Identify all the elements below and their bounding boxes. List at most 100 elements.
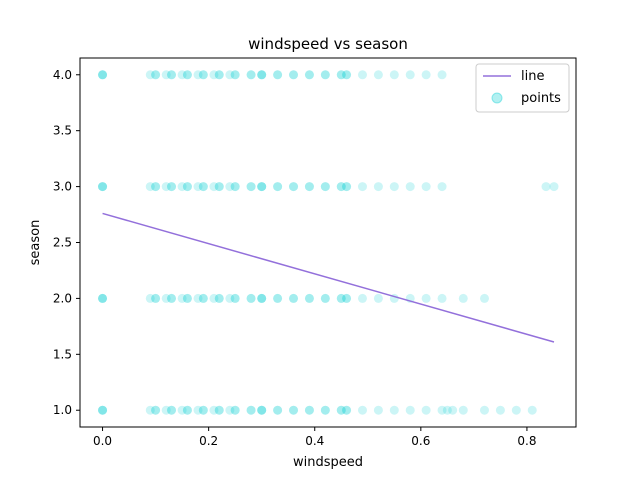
- scatter-point: [230, 405, 240, 415]
- scatter-point: [182, 293, 192, 303]
- points-layer: [98, 70, 559, 415]
- scatter-point: [320, 293, 330, 303]
- scatter-point: [357, 182, 367, 192]
- scatter-point: [214, 182, 224, 192]
- scatter-point: [257, 182, 267, 192]
- scatter-point: [437, 293, 447, 303]
- scatter-point: [182, 70, 192, 80]
- scatter-point: [225, 405, 235, 415]
- y-axis-label: season: [28, 220, 43, 266]
- scatter-point: [405, 405, 415, 415]
- scatter-point: [193, 70, 203, 80]
- scatter-point: [98, 70, 108, 80]
- scatter-point: [273, 293, 283, 303]
- scatter-point: [458, 293, 468, 303]
- scatter-point: [193, 182, 203, 192]
- scatter-point: [198, 405, 208, 415]
- scatter-point: [336, 293, 346, 303]
- scatter-point: [246, 182, 256, 192]
- scatter-point: [442, 405, 452, 415]
- scatter-point: [198, 182, 208, 192]
- scatter-point: [304, 293, 314, 303]
- scatter-point: [389, 405, 399, 415]
- scatter-point: [479, 405, 489, 415]
- scatter-point: [145, 70, 155, 80]
- scatter-point: [214, 405, 224, 415]
- legend-points-swatch: [491, 92, 503, 104]
- scatter-point: [304, 70, 314, 80]
- scatter-point: [320, 182, 330, 192]
- scatter-point: [304, 182, 314, 192]
- scatter-point: [225, 70, 235, 80]
- scatter-point: [167, 182, 177, 192]
- scatter-point: [527, 405, 537, 415]
- scatter-point: [320, 182, 330, 192]
- scatter-point: [541, 182, 551, 192]
- scatter-point: [246, 293, 256, 303]
- scatter-point: [342, 70, 352, 80]
- scatter-point: [511, 405, 521, 415]
- scatter-point: [209, 182, 219, 192]
- scatter-point: [257, 405, 267, 415]
- y-tick-label: 1.5: [53, 347, 72, 361]
- scatter-point: [336, 405, 346, 415]
- scatter-point: [342, 293, 352, 303]
- scatter-point: [304, 405, 314, 415]
- scatter-point: [214, 293, 224, 303]
- scatter-point: [257, 70, 267, 80]
- scatter-point: [246, 293, 256, 303]
- scatter-point: [257, 70, 267, 80]
- series-line: [102, 212, 555, 343]
- scatter-point: [289, 293, 299, 303]
- scatter-point: [209, 405, 219, 415]
- scatter-point: [257, 182, 267, 192]
- scatter-point: [230, 293, 240, 303]
- scatter-point: [289, 182, 299, 192]
- scatter-point: [289, 293, 299, 303]
- scatter-point: [405, 182, 415, 192]
- scatter-point: [198, 405, 208, 415]
- x-tick-label: 0.8: [517, 434, 536, 448]
- scatter-point: [182, 405, 192, 415]
- scatter-point: [167, 293, 177, 303]
- scatter-point: [167, 70, 177, 80]
- scatter-point: [257, 405, 267, 415]
- scatter-point: [246, 182, 256, 192]
- scatter-point: [209, 293, 219, 303]
- scatter-point: [437, 405, 447, 415]
- scatter-point: [495, 405, 505, 415]
- scatter-point: [198, 293, 208, 303]
- scatter-point: [167, 182, 177, 192]
- scatter-point: [342, 405, 352, 415]
- scatter-point: [151, 70, 161, 80]
- scatter-point: [479, 293, 489, 303]
- scatter-point: [357, 405, 367, 415]
- scatter-point: [177, 293, 187, 303]
- y-tick-label: 2.0: [53, 291, 72, 305]
- scatter-point: [177, 405, 187, 415]
- y-tick-label: 3.0: [53, 180, 72, 194]
- scatter-point: [98, 70, 108, 80]
- scatter-point: [448, 405, 458, 415]
- scatter-point: [214, 182, 224, 192]
- scatter-point: [273, 182, 283, 192]
- scatter-point: [336, 405, 346, 415]
- scatter-point: [405, 70, 415, 80]
- scatter-point: [273, 70, 283, 80]
- scatter-point: [246, 405, 256, 415]
- scatter-point: [177, 70, 187, 80]
- scatter-point: [177, 182, 187, 192]
- scatter-point: [98, 405, 108, 415]
- scatter-point: [182, 182, 192, 192]
- y-tick-label: 3.5: [53, 124, 72, 138]
- scatter-point: [336, 70, 346, 80]
- scatter-point: [320, 405, 330, 415]
- scatter-point: [342, 182, 352, 192]
- scatter-point: [336, 293, 346, 303]
- scatter-point: [437, 182, 447, 192]
- x-tick-label: 0.4: [305, 434, 324, 448]
- scatter-point: [357, 293, 367, 303]
- scatter-point: [182, 293, 192, 303]
- scatter-point: [304, 293, 314, 303]
